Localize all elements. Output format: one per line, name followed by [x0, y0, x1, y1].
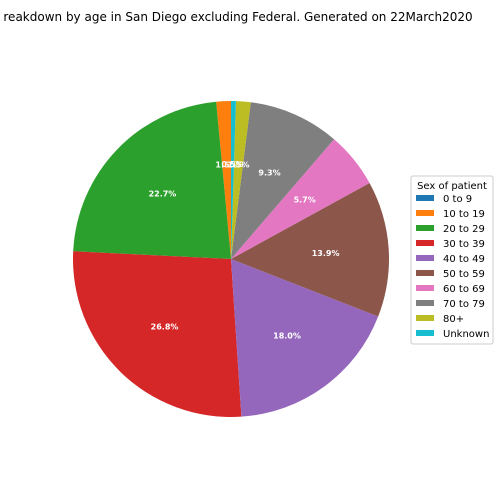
legend-label-80: 80+ — [443, 314, 464, 325]
legend-swatch-70-to-79 — [416, 300, 434, 306]
slice-label-40-to-49: 18.0% — [273, 331, 301, 340]
legend-swatch-30-to-39 — [416, 240, 434, 246]
pie-slice-20-to-29 — [73, 101, 231, 259]
legend-swatch-80 — [416, 315, 434, 321]
slice-label-50-to-59: 13.9% — [312, 249, 340, 258]
pie-slice-60-to-69 — [231, 139, 370, 259]
legend-label-60-to-69: 60 to 69 — [443, 284, 485, 295]
slice-label-10-to-19: 1.5% — [215, 160, 237, 169]
pie-slice-unknown — [231, 101, 236, 259]
legend-swatch-40-to-49 — [416, 255, 434, 261]
slice-label-60-to-69: 5.7% — [294, 195, 316, 204]
legend-label-20-to-29: 20 to 29 — [443, 224, 485, 235]
slice-label-20-to-29: 22.7% — [149, 190, 177, 199]
pie-slice-40-to-49 — [231, 259, 379, 417]
legend-label-50-to-59: 50 to 59 — [443, 269, 485, 280]
pie-slice-80 — [231, 101, 251, 259]
pie-slice-10-to-19 — [216, 101, 231, 259]
slice-label-80: 1.5% — [227, 160, 249, 169]
legend-label-0-to-9: 0 to 9 — [443, 194, 472, 205]
legend-label-40-to-49: 40 to 49 — [443, 254, 485, 265]
legend-title: Sex of patient — [417, 181, 487, 192]
pie-slice-70-to-79 — [231, 102, 335, 259]
pie-slices — [73, 101, 390, 418]
legend-label-30-to-39: 30 to 39 — [443, 239, 485, 250]
legend-label-70-to-79: 70 to 79 — [443, 299, 485, 310]
slice-label-unknown: 0.5% — [221, 160, 243, 169]
pie-slice-50-to-59 — [231, 183, 390, 317]
legend-label-unknown: Unknown — [443, 329, 489, 340]
legend-swatch-unknown — [416, 330, 434, 336]
legend-label-10-to-19: 10 to 19 — [443, 209, 485, 220]
legend-swatch-0-to-9 — [416, 195, 434, 201]
legend-items: 0 to 9 10 to 19 20 to 29 30 to 39 40 to 49 50… — [416, 194, 489, 340]
legend-swatch-10-to-19 — [416, 210, 434, 216]
legend-swatch-60-to-69 — [416, 285, 434, 291]
legend-swatch-50-to-59 — [416, 270, 434, 276]
slice-label-70-to-79: 9.3% — [258, 168, 280, 177]
legend: Sex of patient 0 to 9 10 to 19 20 to 29 30 … — [410, 175, 494, 345]
legend-swatch-20-to-29 — [416, 225, 434, 231]
pie-slice-30-to-39 — [73, 251, 242, 418]
slice-label-30-to-39: 26.8% — [151, 323, 179, 332]
chart-title: reakdown by age in San Diego excluding F… — [3, 10, 472, 24]
pie-labels: 1.5% 22.7% 26.8% 18.0% 13.9% 5.7% 9.3% 1.5%0.5% — [149, 160, 340, 340]
